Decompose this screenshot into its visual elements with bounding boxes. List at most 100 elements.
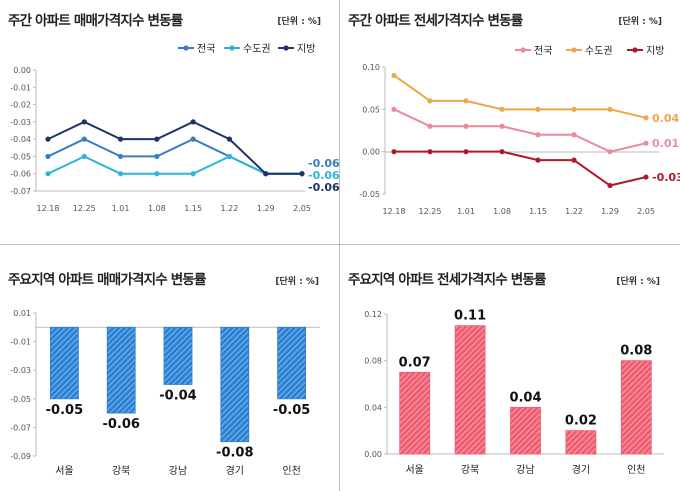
legend-label: 수도권 bbox=[243, 43, 271, 55]
x-tick-label: 2.05 bbox=[293, 204, 311, 213]
data-point bbox=[535, 132, 541, 138]
bar-value-label: -0.05 bbox=[46, 403, 83, 418]
x-tick-label: 2.05 bbox=[637, 207, 655, 216]
data-point bbox=[154, 136, 160, 142]
data-point bbox=[571, 132, 577, 138]
data-point bbox=[499, 149, 505, 155]
data-point bbox=[117, 171, 124, 177]
bar-value-label: 0.02 bbox=[565, 414, 597, 429]
end-value-label: 0.04 bbox=[652, 112, 679, 125]
category-label: 강남 bbox=[516, 464, 534, 476]
data-point bbox=[154, 171, 160, 177]
x-tick-label: 1.15 bbox=[529, 207, 547, 216]
bar-value-label: -0.06 bbox=[102, 417, 139, 432]
y-tick-label: -0.01 bbox=[10, 83, 31, 92]
data-point bbox=[535, 106, 541, 112]
chart-title: 주간 아파트 전세가격지수 변동률 bbox=[348, 13, 523, 29]
bar-value-label: -0.08 bbox=[216, 446, 253, 461]
data-point bbox=[499, 123, 505, 129]
data-point bbox=[45, 136, 51, 142]
bar bbox=[106, 326, 136, 414]
bar bbox=[565, 430, 597, 455]
y-tick-label: -0.07 bbox=[10, 423, 31, 432]
legend-marker-1 bbox=[229, 45, 235, 51]
y-tick-label: -0.03 bbox=[10, 366, 31, 375]
y-tick-label: -0.05 bbox=[359, 190, 380, 199]
x-tick-label: 1.29 bbox=[257, 204, 275, 213]
series-line-0 bbox=[393, 108, 647, 153]
legend-marker-1 bbox=[571, 47, 577, 53]
series-line-1 bbox=[47, 155, 302, 175]
legend-label: 수도권 bbox=[585, 45, 613, 57]
bar-value-label: 0.11 bbox=[454, 309, 486, 324]
x-tick-label: 12.25 bbox=[73, 204, 96, 213]
data-point bbox=[643, 140, 649, 146]
data-point bbox=[643, 115, 649, 121]
data-point bbox=[154, 153, 160, 160]
y-tick-label: 0.00 bbox=[362, 148, 380, 157]
bar-value-label: -0.04 bbox=[159, 389, 196, 404]
bar-value-label: 0.08 bbox=[620, 344, 652, 359]
bar-value-label: 0.04 bbox=[509, 390, 541, 405]
bar bbox=[220, 326, 250, 443]
bar-value-label: 0.07 bbox=[399, 355, 431, 370]
end-value-label: -0.06 bbox=[308, 169, 340, 182]
y-tick-label: 0.10 bbox=[362, 63, 380, 72]
data-point bbox=[226, 153, 233, 160]
data-point bbox=[463, 98, 469, 104]
data-point bbox=[391, 106, 397, 112]
end-value-label: -0.06 bbox=[308, 181, 340, 194]
series-line-2 bbox=[394, 150, 647, 187]
unit-label: [단위 : %] bbox=[616, 277, 660, 287]
y-tick-label: -0.05 bbox=[10, 395, 31, 404]
legend-marker-2 bbox=[283, 45, 289, 51]
category-label: 인천 bbox=[627, 464, 645, 476]
data-point bbox=[571, 106, 577, 112]
data-point bbox=[463, 123, 469, 129]
y-tick-label: -0.01 bbox=[10, 338, 31, 347]
y-tick-label: -0.07 bbox=[10, 187, 31, 196]
x-tick-label: 1.22 bbox=[565, 207, 583, 216]
chart-title: 주요지역 아파트 전세가격지수 변동률 bbox=[348, 272, 546, 288]
sale-index-line-chart-panel: 주간 아파트 매매가격지수 변동률 [단위 : %] 0.00 -0.01 -0.0… bbox=[0, 0, 340, 245]
data-point bbox=[190, 119, 196, 125]
y-tick-label: -0.03 bbox=[10, 118, 31, 127]
series-line-1 bbox=[393, 74, 647, 119]
bar bbox=[510, 406, 541, 455]
data-point bbox=[427, 149, 433, 155]
category-label: 강북 bbox=[112, 465, 130, 477]
data-point bbox=[117, 153, 124, 160]
category-label: 서울 bbox=[405, 464, 423, 476]
unit-label: [단위 : %] bbox=[275, 277, 319, 287]
x-tick-label: 1.01 bbox=[457, 207, 475, 216]
data-point bbox=[81, 136, 87, 142]
series-line-2 bbox=[47, 120, 302, 175]
legend-label: 전국 bbox=[534, 45, 552, 57]
y-tick-label: 0.12 bbox=[364, 310, 382, 319]
end-value-label: -0.06 bbox=[308, 157, 340, 170]
category-label: 경기 bbox=[226, 464, 244, 477]
bar bbox=[454, 325, 486, 455]
end-value-label: -0.03 bbox=[652, 171, 680, 184]
chart-title: 주요지역 아파트 매매가격지수 변동률 bbox=[8, 272, 206, 288]
data-point bbox=[81, 119, 87, 125]
y-tick-label: 0.00 bbox=[364, 450, 382, 459]
y-tick-label: -0.06 bbox=[10, 170, 31, 179]
bar bbox=[163, 326, 193, 385]
legend-marker-0 bbox=[183, 45, 189, 51]
jeonse-index-line-chart-panel: 주간 아파트 전세가격지수 변동률 [단위 : %] 0.10 0.05 0.00 -… bbox=[340, 0, 680, 245]
data-point bbox=[190, 136, 196, 142]
data-point bbox=[226, 136, 233, 142]
y-tick-label: 0.00 bbox=[13, 66, 31, 75]
category-label: 강북 bbox=[461, 464, 479, 476]
region-jeonse-bar-chart: 0.12 0.08 0.04 0.00 0.07 서울 0.11 강북 0.04 강남 0.02 경기… bbox=[364, 309, 664, 476]
sale-index-line-chart: 0.00 -0.01 -0.02 -0.03 -0.04 -0.05 -0.06 -0.07 1… bbox=[10, 43, 340, 213]
bar bbox=[620, 360, 652, 455]
y-tick-label: 0.01 bbox=[13, 309, 31, 318]
data-point bbox=[463, 149, 469, 155]
x-tick-label: 12.18 bbox=[383, 207, 406, 216]
x-tick-label: 1.15 bbox=[184, 204, 202, 213]
data-point bbox=[571, 157, 577, 163]
bar bbox=[50, 326, 79, 400]
legend-label: 지방 bbox=[646, 45, 664, 57]
